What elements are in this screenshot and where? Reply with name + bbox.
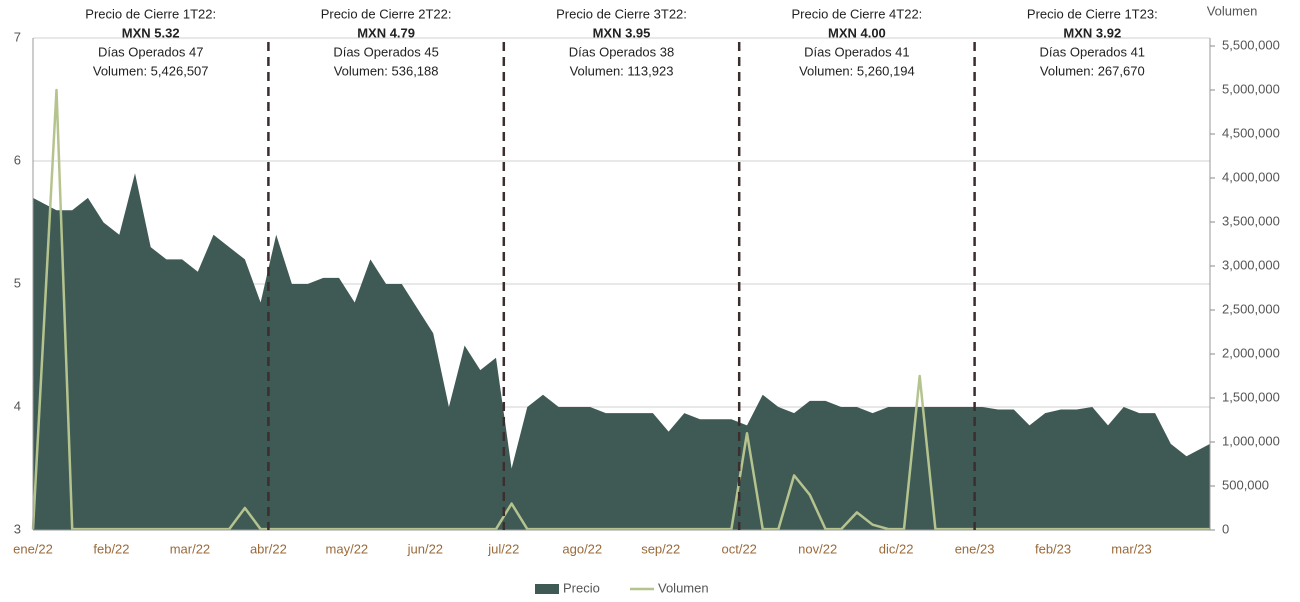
x-tick-label: may/22 <box>326 541 369 556</box>
y-tick-label: 3 <box>14 521 21 536</box>
y2-tick-label: 5,000,000 <box>1222 81 1280 96</box>
annotation-text: MXN 4.79 <box>357 25 415 40</box>
x-tick-label: sep/22 <box>641 541 680 556</box>
annotation-text: Precio de Cierre 4T22: <box>792 6 923 21</box>
x-tick-label: ene/22 <box>13 541 53 556</box>
x-tick-label: mar/22 <box>170 541 210 556</box>
y2-tick-label: 1,500,000 <box>1222 389 1280 404</box>
y2-tick-label: 3,000,000 <box>1222 257 1280 272</box>
y2-tick-label: 0 <box>1222 521 1229 536</box>
x-tick-label: nov/22 <box>798 541 837 556</box>
annotation-text: Volumen: 267,670 <box>1040 63 1145 78</box>
y2-tick-label: 4,500,000 <box>1222 125 1280 140</box>
annotation-text: Precio de Cierre 1T22: <box>85 6 216 21</box>
annotation-text: MXN 5.32 <box>122 25 180 40</box>
y2-tick-label: 2,500,000 <box>1222 301 1280 316</box>
annotation-text: Volumen: 113,923 <box>570 63 674 78</box>
x-tick-label: ene/23 <box>955 541 995 556</box>
y2-tick-label: 500,000 <box>1222 477 1269 492</box>
y-tick-label: 6 <box>14 152 21 167</box>
x-tick-label: dic/22 <box>879 541 914 556</box>
annotation-text: Precio de Cierre 1T23: <box>1027 6 1158 21</box>
annotation-text: Días Operados 38 <box>569 44 675 59</box>
x-tick-label: jun/22 <box>407 541 443 556</box>
x-tick-label: jul/22 <box>487 541 519 556</box>
annotation-text: Volumen: 5,426,507 <box>93 63 209 78</box>
x-tick-label: feb/23 <box>1035 541 1071 556</box>
annotation-text: MXN 3.95 <box>593 25 651 40</box>
annotation-text: Días Operados 47 <box>98 44 204 59</box>
y2-tick-label: 1,000,000 <box>1222 433 1280 448</box>
x-tick-label: ago/22 <box>562 541 602 556</box>
y2-tick-label: 5,500,000 <box>1222 37 1280 52</box>
annotation-text: Precio de Cierre 2T22: <box>321 6 452 21</box>
y-tick-label: 4 <box>14 398 21 413</box>
x-tick-label: abr/22 <box>250 541 287 556</box>
annotation-text: Precio de Cierre 3T22: <box>556 6 687 21</box>
y-tick-label: 5 <box>14 275 21 290</box>
x-tick-label: feb/22 <box>93 541 129 556</box>
annotation-text: Días Operados 45 <box>333 44 439 59</box>
y2-axis-title: Volumen <box>1207 3 1258 18</box>
annotation-text: MXN 3.92 <box>1063 25 1121 40</box>
annotation-text: MXN 4.00 <box>828 25 886 40</box>
legend-label: Volumen <box>658 580 709 595</box>
annotation-text: Días Operados 41 <box>1040 44 1146 59</box>
legend-label: Precio <box>563 580 600 595</box>
annotation-text: Volumen: 5,260,194 <box>799 63 915 78</box>
price-area <box>33 173 1210 531</box>
y2-tick-label: 4,000,000 <box>1222 169 1280 184</box>
volume-line <box>31 88 1210 531</box>
y-tick-label: 7 <box>14 29 21 44</box>
y2-tick-label: 3,500,000 <box>1222 213 1280 228</box>
x-tick-label: oct/22 <box>721 541 756 556</box>
annotation-text: Días Operados 41 <box>804 44 910 59</box>
annotation-text: Volumen: 536,188 <box>334 63 439 78</box>
y2-tick-label: 2,000,000 <box>1222 345 1280 360</box>
x-tick-label: mar/23 <box>1111 541 1151 556</box>
legend-swatch <box>535 584 559 594</box>
